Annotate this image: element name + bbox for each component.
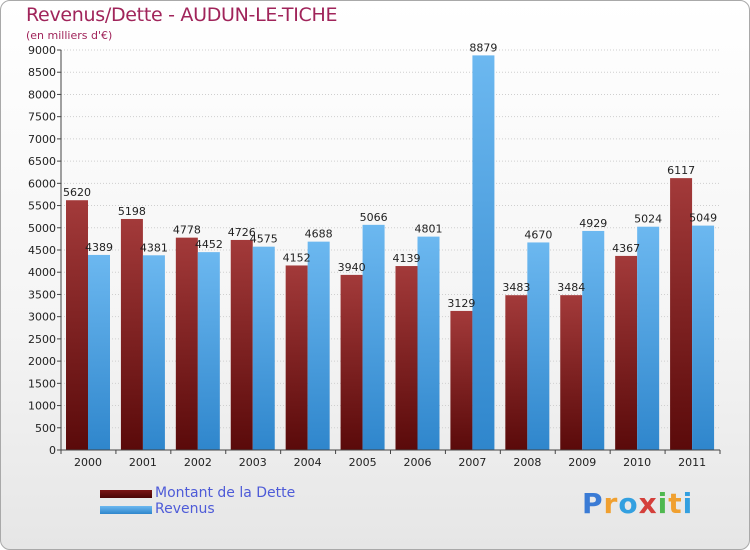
revenue-value-label: 4575 [250, 233, 278, 246]
revenue-bar [142, 255, 165, 450]
x-tick-label: 2009 [568, 456, 596, 469]
debt-value-label: 3483 [502, 281, 530, 294]
debt-value-label: 3940 [338, 261, 366, 274]
bars [66, 55, 715, 450]
x-tick-label: 2008 [513, 456, 541, 469]
revenue-value-label: 4381 [140, 241, 168, 254]
y-tick-label: 4500 [28, 244, 56, 257]
debt-bar [560, 295, 583, 450]
y-tick-label: 5000 [28, 222, 56, 235]
y-tick-label: 5500 [28, 200, 56, 213]
revenue-bar [88, 254, 110, 450]
debt-value-label: 3129 [447, 297, 475, 310]
revenue-value-label: 5066 [360, 211, 388, 224]
debt-bar [66, 200, 88, 450]
x-tick-label: 2011 [678, 456, 706, 469]
x-tick-label: 2001 [129, 456, 157, 469]
debt-value-label: 4778 [173, 224, 201, 237]
debt-bar [450, 310, 473, 450]
debt-bar [670, 178, 693, 450]
x-tick-label: 2004 [294, 456, 322, 469]
logo-letter: x [638, 487, 658, 520]
y-tick-label: 7500 [28, 111, 56, 124]
revenue-bar [472, 55, 495, 450]
legend-swatch-revenue [100, 506, 152, 514]
revenue-value-label: 8879 [469, 41, 497, 54]
revenue-bar [527, 242, 550, 450]
revenue-value-label: 4801 [415, 223, 443, 236]
revenue-value-label: 4452 [195, 238, 223, 251]
y-tick-label: 2000 [28, 355, 56, 368]
logo-letter: r [603, 487, 619, 520]
x-tick-label: 2010 [623, 456, 651, 469]
y-tick-label: 2500 [28, 333, 56, 346]
legend-label-revenue: Revenus [155, 501, 215, 517]
debt-value-label: 5198 [118, 205, 146, 218]
debt-value-label: 4139 [393, 252, 421, 265]
revenue-bar [637, 226, 660, 450]
logo-letter: P [582, 487, 604, 520]
revenue-bar [252, 246, 275, 450]
y-tick-label: 7000 [28, 133, 56, 146]
y-tick-label: 8000 [28, 88, 56, 101]
debt-value-label: 4152 [283, 251, 311, 264]
x-tick-label: 2000 [74, 456, 102, 469]
revenue-value-label: 5049 [689, 212, 717, 225]
debt-bar [615, 255, 638, 450]
chart-title: Revenus/Dette - AUDUN-LE-TICHE [26, 4, 338, 26]
y-tick-label: 1000 [28, 400, 56, 413]
debt-value-label: 4367 [612, 242, 640, 255]
revenue-value-label: 4389 [85, 241, 113, 254]
legend-swatch-debt [100, 490, 152, 498]
debt-value-label: 6117 [667, 164, 695, 177]
revenue-bar [417, 236, 440, 450]
x-tick-label: 2006 [404, 456, 432, 469]
proxiti-logo: Proxiti [582, 487, 693, 520]
revenue-bar [582, 230, 605, 450]
revenue-value-label: 4929 [579, 217, 607, 230]
debt-bar [120, 218, 143, 450]
revenue-bar [362, 224, 385, 450]
x-tick-label: 2007 [458, 456, 486, 469]
y-tick-label: 8500 [28, 66, 56, 79]
y-tick-label: 6500 [28, 155, 56, 168]
revenue-bar [307, 241, 330, 450]
revenue-value-label: 5024 [634, 213, 662, 226]
axes: 0 500 1000 1500 2000 2500 3000 3500 4000 4500 5000… [28, 44, 721, 469]
debt-bar [340, 274, 363, 450]
logo-letter: o [618, 487, 639, 520]
legend-label-debt: Montant de la Dette [155, 485, 296, 501]
debt-bar [395, 266, 418, 450]
logo-letter: i [682, 487, 694, 520]
x-tick-label: 2002 [184, 456, 212, 469]
y-tick-label: 3500 [28, 288, 56, 301]
y-tick-label: 6000 [28, 177, 56, 190]
debt-value-label: 3484 [557, 281, 585, 294]
debt-bar [230, 239, 253, 450]
revenue-bar [692, 225, 715, 450]
revenue-value-label: 4670 [524, 228, 552, 241]
y-tick-label: 0 [49, 444, 56, 457]
y-tick-label: 1500 [28, 377, 56, 390]
chart-subtitle: (en milliers d'€) [26, 29, 113, 42]
x-tick-label: 2005 [349, 456, 377, 469]
debt-value-label: 5620 [63, 186, 91, 199]
y-tick-label: 500 [35, 422, 56, 435]
revenue-bar [197, 252, 220, 450]
y-tick-label: 4000 [28, 266, 56, 279]
grid-lines [61, 49, 720, 429]
logo-letter: i [657, 487, 669, 520]
logo-letter: t [668, 487, 683, 520]
y-tick-label: 9000 [28, 44, 56, 57]
x-tick-label: 2003 [239, 456, 267, 469]
y-tick-label: 3000 [28, 311, 56, 324]
debt-value-label: 4726 [228, 226, 256, 239]
revenue-value-label: 4688 [305, 228, 333, 241]
debt-bar [505, 295, 528, 450]
debt-bar [175, 237, 198, 450]
debt-bar [285, 265, 308, 450]
